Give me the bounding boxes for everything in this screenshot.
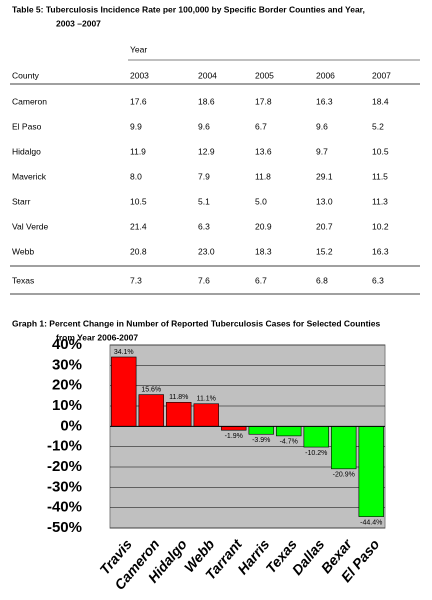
year-label: Year bbox=[130, 44, 147, 54]
cell: 17.6 bbox=[130, 96, 147, 106]
column-header: County bbox=[12, 70, 40, 80]
row-label: El Paso bbox=[12, 121, 42, 131]
bar bbox=[276, 426, 302, 437]
y-tick-label: 40% bbox=[52, 336, 82, 353]
cell: 17.8 bbox=[255, 96, 272, 106]
value-label: 15.6% bbox=[141, 386, 161, 393]
column-header: 2005 bbox=[255, 70, 274, 80]
cell: 9.6 bbox=[316, 121, 328, 131]
cell: 16.3 bbox=[316, 96, 333, 106]
cell: 6.3 bbox=[372, 275, 384, 285]
cell: 8.0 bbox=[130, 171, 142, 181]
cell: 20.9 bbox=[255, 221, 272, 231]
cell: 18.3 bbox=[255, 246, 272, 256]
cell: 6.8 bbox=[316, 275, 328, 285]
cell: 10.5 bbox=[372, 146, 389, 156]
y-tick-label: 0% bbox=[60, 417, 82, 434]
row-label: Cameron bbox=[12, 96, 47, 106]
cell: 21.4 bbox=[130, 221, 147, 231]
cell: 11.3 bbox=[372, 196, 388, 206]
cell: 10.2 bbox=[372, 221, 389, 231]
bar bbox=[111, 356, 137, 427]
value-label: -10.2% bbox=[305, 450, 327, 457]
cell: 10.5 bbox=[130, 196, 147, 206]
y-tick-label: 20% bbox=[52, 377, 82, 394]
cell: 5.2 bbox=[372, 121, 384, 131]
value-label: -20.9% bbox=[333, 472, 355, 479]
row-label: Starr bbox=[12, 196, 31, 206]
y-tick-label: -30% bbox=[47, 478, 82, 495]
bar bbox=[221, 426, 247, 431]
cell: 11.5 bbox=[372, 171, 388, 181]
cell: 7.6 bbox=[198, 275, 210, 285]
value-label: -44.4% bbox=[360, 519, 382, 526]
cell: 23.0 bbox=[198, 246, 215, 256]
cell: 9.7 bbox=[316, 146, 328, 156]
bar bbox=[193, 403, 219, 427]
value-label: -1.9% bbox=[225, 433, 243, 440]
row-label: Maverick bbox=[12, 171, 47, 181]
cell: 18.6 bbox=[198, 96, 215, 106]
bar bbox=[166, 402, 192, 427]
row-label: Hidalgo bbox=[12, 146, 41, 156]
row-label: Val Verde bbox=[12, 221, 49, 231]
cell: 20.8 bbox=[130, 246, 147, 256]
y-tick-label: 30% bbox=[52, 356, 82, 373]
graph-subtitle: from Year 2006-2007 bbox=[56, 332, 138, 342]
cell: 20.7 bbox=[316, 221, 333, 231]
column-header: 2007 bbox=[372, 70, 391, 80]
row-label: Texas bbox=[12, 275, 34, 285]
y-tick-label: -50% bbox=[47, 519, 82, 536]
y-tick-label: 10% bbox=[52, 397, 82, 414]
column-header: 2004 bbox=[198, 70, 217, 80]
cell: 5.0 bbox=[255, 196, 267, 206]
value-label: 34.1% bbox=[114, 349, 134, 356]
cell: 11.8 bbox=[255, 171, 271, 181]
table-title: 2003 –2007 bbox=[56, 18, 101, 28]
cell: 12.9 bbox=[198, 146, 215, 156]
cell: 6.3 bbox=[198, 221, 210, 231]
y-tick-label: -40% bbox=[47, 499, 82, 516]
cell: 29.1 bbox=[316, 171, 333, 181]
value-label: 11.8% bbox=[169, 394, 188, 401]
bar bbox=[358, 426, 384, 517]
x-tick-label: Harris bbox=[234, 536, 272, 577]
cell: 6.7 bbox=[255, 275, 267, 285]
cell: 13.0 bbox=[316, 196, 333, 206]
table-title: Table 5: Tuberculosis Incidence Rate per… bbox=[12, 4, 365, 14]
value-label: 11.1% bbox=[197, 396, 216, 403]
cell: 5.1 bbox=[198, 196, 210, 206]
graph-title: Graph 1: Percent Change in Number of Rep… bbox=[12, 318, 381, 328]
cell: 16.3 bbox=[372, 246, 389, 256]
cell: 13.6 bbox=[255, 146, 272, 156]
cell: 7.9 bbox=[198, 171, 210, 181]
bar bbox=[331, 426, 357, 470]
cell: 15.2 bbox=[316, 246, 333, 256]
bar bbox=[303, 426, 329, 448]
value-label: -4.7% bbox=[280, 439, 298, 446]
column-header: 2003 bbox=[130, 70, 149, 80]
cell: 6.7 bbox=[255, 121, 267, 131]
bar bbox=[248, 426, 274, 435]
y-tick-label: -20% bbox=[47, 458, 82, 475]
cell: 11.9 bbox=[130, 146, 146, 156]
cell: 7.3 bbox=[130, 275, 142, 285]
y-tick-label: -10% bbox=[47, 438, 82, 455]
cell: 18.4 bbox=[372, 96, 389, 106]
bar bbox=[138, 394, 164, 427]
column-header: 2006 bbox=[316, 70, 335, 80]
cell: 9.9 bbox=[130, 121, 142, 131]
cell: 9.6 bbox=[198, 121, 210, 131]
value-label: -3.9% bbox=[252, 437, 270, 444]
row-label: Webb bbox=[12, 246, 34, 256]
